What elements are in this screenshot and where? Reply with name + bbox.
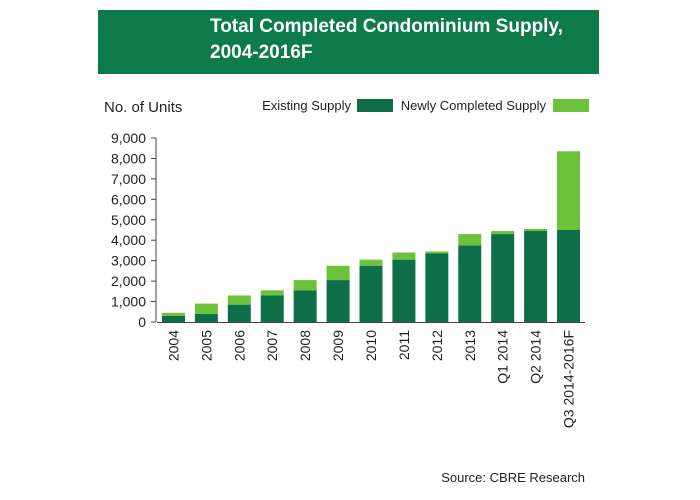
bar-newly-completed-supply bbox=[359, 259, 383, 266]
chart-title-line-2: 2004-2016F bbox=[210, 42, 313, 63]
bar-existing-supply bbox=[491, 234, 515, 322]
bar-newly-completed-supply bbox=[260, 290, 284, 296]
chart-title: Total Completed Condominium Supply, 2004… bbox=[210, 14, 595, 66]
bars-group bbox=[161, 151, 581, 322]
x-tick-label: 2012 bbox=[429, 330, 445, 361]
x-tick-label: 2007 bbox=[264, 330, 280, 361]
legend-label-existing: Existing Supply bbox=[262, 98, 351, 113]
bar-existing-supply bbox=[359, 265, 383, 322]
bar-existing-supply bbox=[458, 245, 482, 322]
bar-existing-supply bbox=[293, 290, 317, 322]
bar-newly-completed-supply bbox=[458, 234, 482, 246]
bar-newly-completed-supply bbox=[161, 312, 185, 316]
x-tick-label: 2009 bbox=[330, 330, 346, 361]
bar-newly-completed-supply bbox=[524, 228, 548, 232]
x-tick-label: Q3 2014-2016F bbox=[561, 330, 577, 428]
bar-newly-completed-supply bbox=[293, 280, 317, 291]
bar-existing-supply bbox=[161, 315, 185, 322]
bar-existing-supply bbox=[557, 230, 581, 322]
x-tick-label: Q1 2014 bbox=[495, 330, 511, 384]
bar-existing-supply bbox=[194, 313, 218, 322]
bar-newly-completed-supply bbox=[326, 265, 350, 281]
bar-newly-completed-supply bbox=[425, 251, 449, 254]
bar-newly-completed-supply bbox=[392, 252, 416, 260]
bar-existing-supply bbox=[326, 280, 350, 322]
y-tick-label: 5,000 bbox=[111, 212, 146, 228]
x-tick-label: 2006 bbox=[231, 330, 247, 361]
x-tick-label: 2013 bbox=[462, 330, 478, 361]
bar-existing-supply bbox=[425, 253, 449, 322]
bar-existing-supply bbox=[392, 259, 416, 322]
bar-newly-completed-supply bbox=[557, 151, 581, 230]
x-tick-label: 2010 bbox=[363, 330, 379, 361]
title-banner: Total Completed Condominium Supply, 2004… bbox=[98, 10, 599, 74]
y-tick-label: 1,000 bbox=[111, 294, 146, 310]
y-tick-label: 8,000 bbox=[111, 150, 146, 166]
chart-title-line-1: Total Completed Condominium Supply, bbox=[210, 16, 563, 37]
y-tick-label: 2,000 bbox=[111, 273, 146, 289]
y-tick-label: 6,000 bbox=[111, 191, 146, 207]
legend-swatch-existing bbox=[357, 99, 393, 112]
y-tick-label: 0 bbox=[138, 314, 146, 330]
x-tick-label: 2011 bbox=[396, 330, 412, 360]
bar-existing-supply bbox=[524, 231, 548, 322]
x-tick-label: Q2 2014 bbox=[528, 330, 544, 384]
y-tick-label: 4,000 bbox=[111, 232, 146, 248]
bar-existing-supply bbox=[227, 304, 251, 322]
bar-newly-completed-supply bbox=[194, 303, 218, 314]
bar-newly-completed-supply bbox=[491, 231, 515, 235]
y-axis: 0 1,000 2,000 3,000 4,000 5,000 6,000 7,000 8,00… bbox=[111, 130, 157, 330]
legend-label-new: Newly Completed Supply bbox=[401, 98, 547, 113]
bar-existing-supply bbox=[260, 295, 284, 322]
x-tick-label: 2004 bbox=[165, 330, 181, 361]
y-axis-label: No. of Units bbox=[104, 99, 182, 116]
x-axis: 2004 2005 2006 2007 2008 2009 2010 2011 2012 2013… bbox=[157, 322, 585, 428]
bar-newly-completed-supply bbox=[227, 295, 251, 305]
source-note: Source: CBRE Research bbox=[441, 470, 585, 485]
x-tick-label: 2008 bbox=[297, 330, 313, 361]
y-tick-label: 3,000 bbox=[111, 253, 146, 269]
x-tick-label: 2005 bbox=[198, 330, 214, 361]
y-tick-label: 9,000 bbox=[111, 130, 146, 146]
y-tick-label: 7,000 bbox=[111, 171, 146, 187]
legend-swatch-new bbox=[553, 99, 589, 112]
